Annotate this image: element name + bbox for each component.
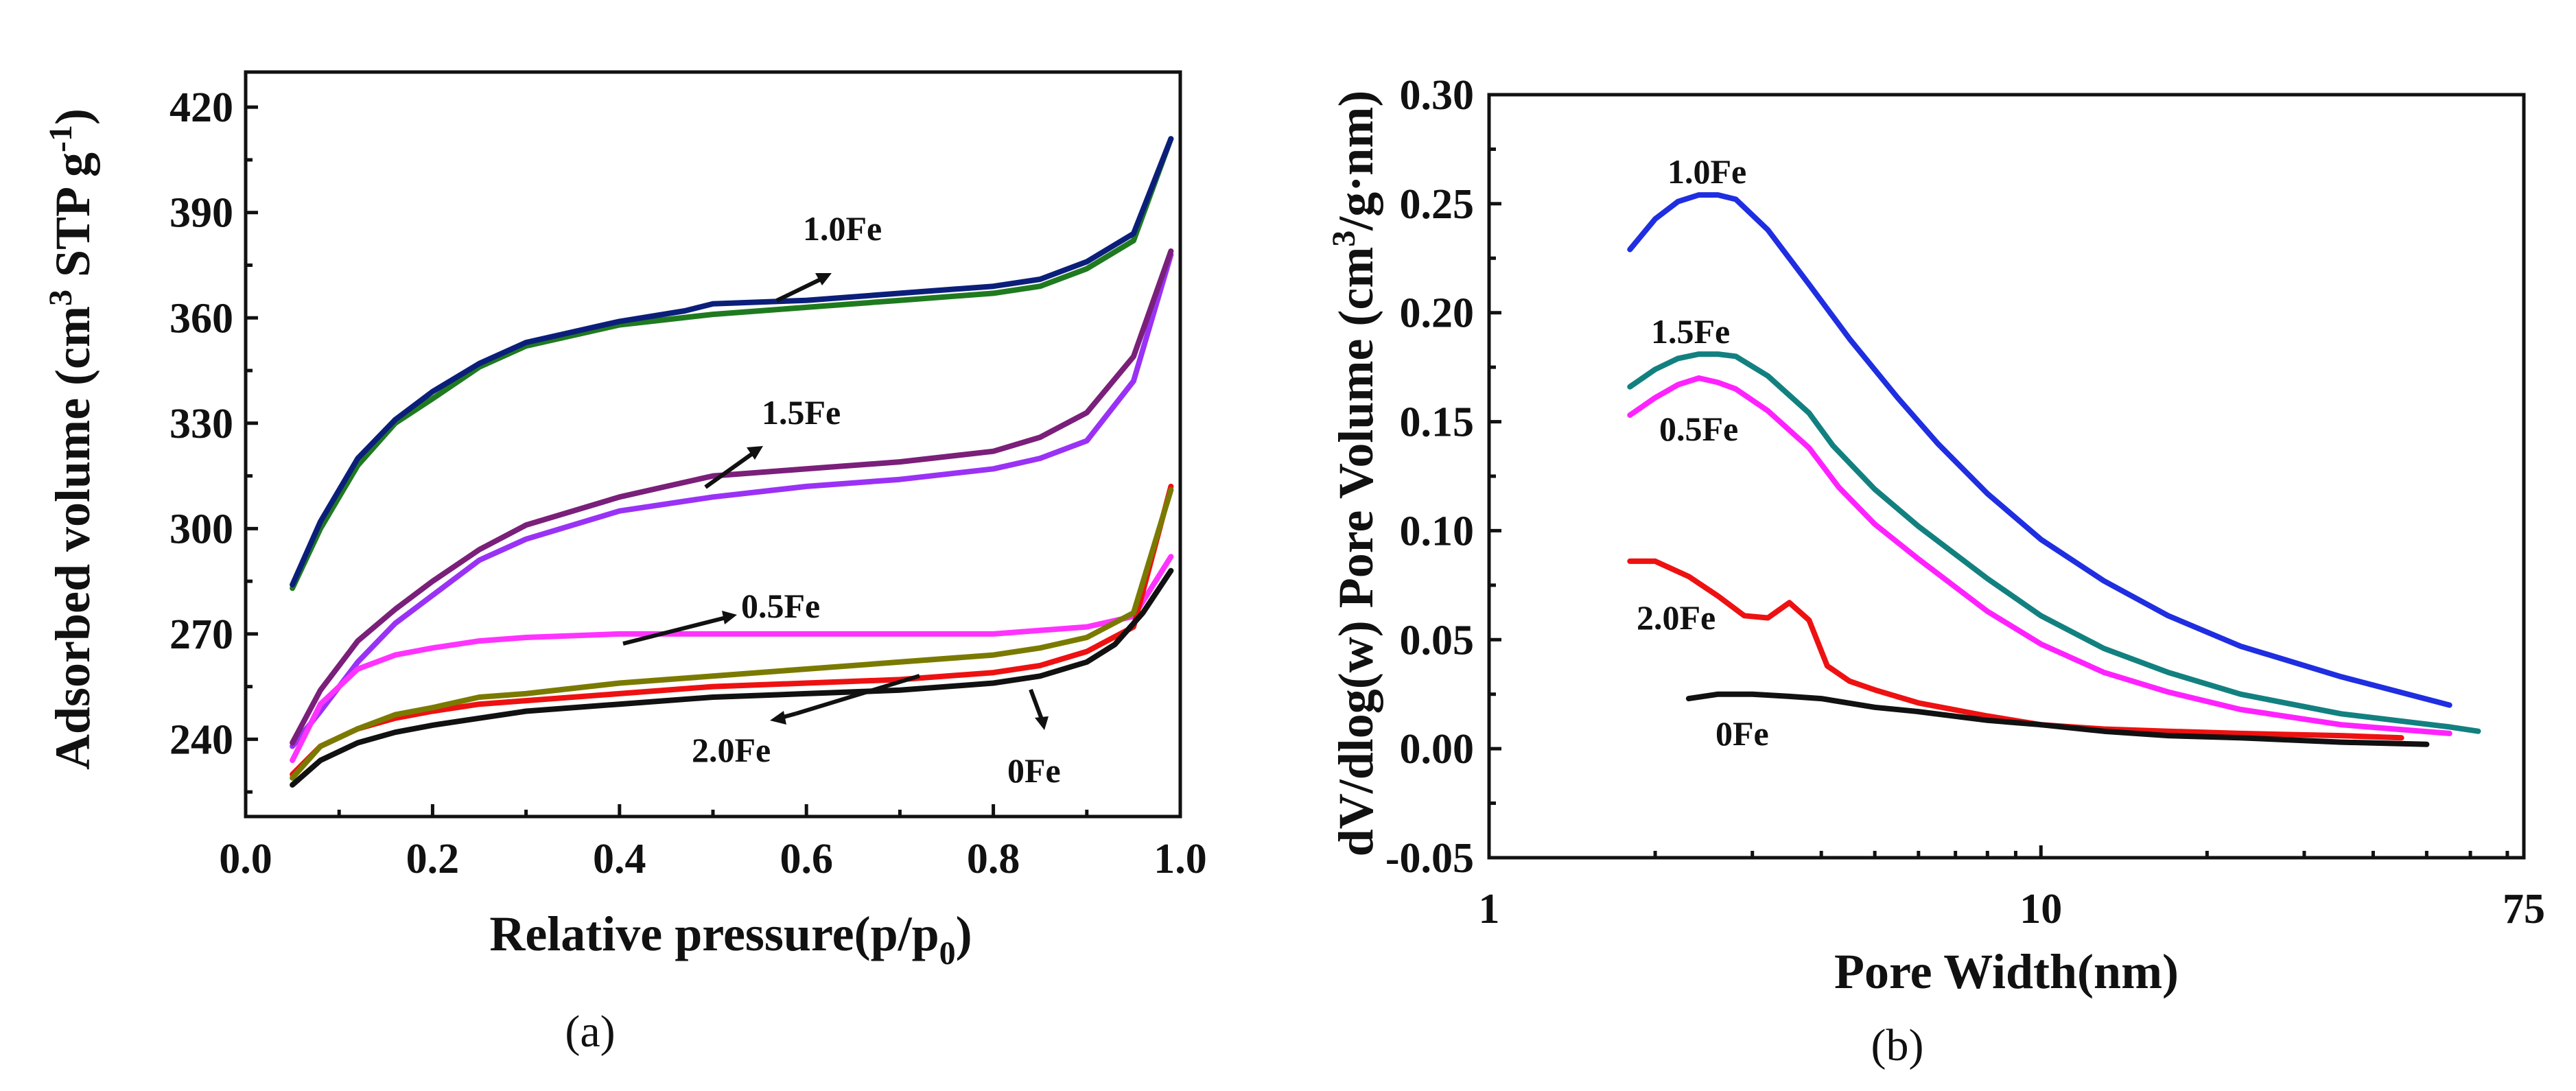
- panel-b-y-tick-label: 0.25: [1400, 181, 1475, 228]
- panel-a-y-axis-label: Adsorbed volume (cm3 STP g-1): [43, 108, 100, 770]
- panel-a-series-1.5fe-desorption: [290, 248, 1174, 746]
- panel-a-series-1.5fe-adsorption: [290, 252, 1174, 749]
- panel-a-x-tick-label: 0.4: [593, 836, 646, 882]
- panel-a-arrow-2.0Fe: [770, 674, 920, 725]
- panel-b-x-tick-label: 10: [2019, 886, 2062, 932]
- panel-b-y-tick-label: 0.05: [1400, 617, 1475, 664]
- panel-a-y-tick-label: 330: [169, 401, 233, 447]
- panel-b-y-tick-label: 0.30: [1400, 72, 1475, 119]
- panel-b-annotation-1.5Fe: 1.5Fe: [1651, 312, 1730, 351]
- panel-b-annotation-1.0Fe: 1.0Fe: [1667, 152, 1746, 191]
- panel-b-series-2.0fe: [1627, 558, 2404, 741]
- panel-a-y-tick-label: 300: [169, 506, 233, 552]
- panel-a-series-1.0fe-adsorption: [290, 136, 1174, 591]
- panel-b-x-tick-label: 75: [2503, 886, 2545, 932]
- panel-b-y-tick-label: 0.20: [1400, 290, 1475, 337]
- panel-a-series: [290, 136, 1174, 788]
- panel-a-x-axis-label: Relative pressure(p/p0): [489, 906, 972, 972]
- panel-a-arrow-1.0Fe: [775, 273, 832, 303]
- panel-a-x-tick-label: 0.6: [780, 836, 833, 882]
- panel-b-y-tick-label: 0.15: [1400, 399, 1475, 446]
- panel-a-x-tick-label: 0.0: [219, 836, 272, 882]
- panel-a-x-tick-label: 0.8: [967, 836, 1020, 882]
- panel-b-series-1.0fe: [1627, 192, 2452, 708]
- panel-a-series-0fe: [290, 567, 1174, 788]
- panel-b-series: [1627, 192, 2481, 747]
- panel-b-y-tick-label: 0.00: [1400, 726, 1475, 773]
- panel-b-plot-frame: [1487, 93, 2526, 860]
- panel-a-series-2.0fe-desorption: [290, 487, 1174, 781]
- panel-a-annotation-2.0Fe: 2.0Fe: [692, 731, 771, 769]
- panel-a-y-tick-label: 390: [169, 190, 233, 237]
- panel-b-x-tick-label: 1: [1479, 886, 1500, 932]
- panel-b-series-0.5fe: [1627, 375, 2452, 736]
- panel-a-x-tick-label: 0.2: [406, 836, 460, 882]
- panel-a-label: (a): [565, 1007, 615, 1057]
- panel-a-annotation-1.5Fe: 1.5Fe: [762, 393, 841, 432]
- panel-b-x-axis-label: Pore Width(nm): [1834, 944, 2179, 999]
- panel-a-y-tick-label: 270: [169, 611, 233, 658]
- panel-b-y-axis-label: dV/dlog(w) Pore Volume (cm3/g·nm): [1326, 91, 1383, 857]
- panel-a-y-tick-label: 420: [169, 84, 233, 131]
- panel-b-series-1.5fe: [1627, 351, 2481, 734]
- panel-a-annotation-0Fe: 0Fe: [1007, 751, 1061, 790]
- panel-a-annotation-0.5Fe: 0.5Fe: [741, 587, 820, 625]
- panel-a-y-tick-label: 240: [169, 716, 233, 763]
- panel-a-arrow-0Fe: [1029, 688, 1049, 730]
- panel-b-y-tick-label: 0.10: [1400, 508, 1475, 554]
- panel-a-annotation-1.0Fe: 1.0Fe: [803, 209, 882, 248]
- panel-a-series-0.5fe: [290, 554, 1174, 764]
- panel-b-y-tick-label: -0.05: [1385, 835, 1474, 882]
- panel-a-x-tick-label: 1.0: [1154, 836, 1207, 882]
- panel-a-plot-frame: [244, 70, 1182, 819]
- panel-a-arrow-1.5Fe: [704, 446, 763, 489]
- panel-a-arrow-0.5Fe: [622, 611, 737, 646]
- panel-b-annotation-0Fe: 0Fe: [1716, 714, 1769, 753]
- panel-a-series-1.0fe-desorption: [290, 136, 1174, 588]
- panel-b-series-0fe: [1685, 691, 2430, 747]
- panel-a-y-tick-label: 360: [169, 295, 233, 342]
- panel-b-annotation-2.0Fe: 2.0Fe: [1637, 598, 1716, 637]
- panel-b-label: (b): [1871, 1020, 1924, 1070]
- panel-b-annotation-0.5Fe: 0.5Fe: [1659, 410, 1738, 448]
